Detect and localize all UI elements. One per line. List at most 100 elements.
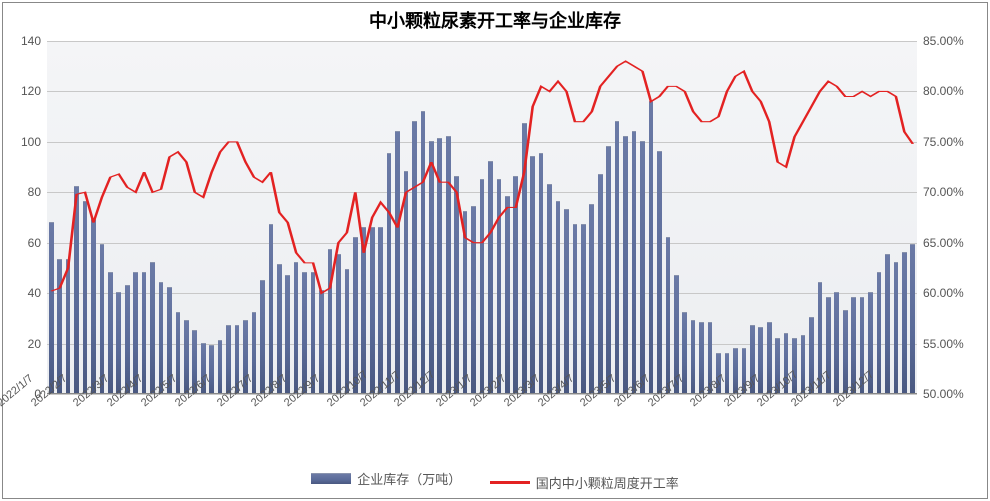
inventory-bar bbox=[226, 325, 231, 394]
inventory-bar bbox=[894, 262, 899, 394]
inventory-bar bbox=[767, 322, 772, 394]
inventory-bar bbox=[83, 201, 88, 394]
inventory-bar bbox=[547, 184, 552, 394]
inventory-bar bbox=[91, 219, 96, 394]
inventory-bar bbox=[606, 146, 611, 394]
inventory-bar bbox=[336, 254, 341, 394]
inventory-bar bbox=[328, 249, 333, 394]
chart-container: 中小颗粒尿素开工率与企业库存 020406080100120140 50.00%… bbox=[2, 2, 988, 499]
inventory-bar bbox=[539, 153, 544, 394]
inventory-bar bbox=[623, 136, 628, 394]
inventory-bar bbox=[142, 272, 147, 394]
inventory-bar bbox=[125, 285, 130, 394]
inventory-bar bbox=[429, 141, 434, 394]
y-right-tick: 55.00% bbox=[923, 337, 964, 351]
inventory-bar bbox=[66, 259, 71, 394]
inventory-bar bbox=[108, 272, 113, 394]
inventory-bar bbox=[834, 292, 839, 394]
y-right-tick: 85.00% bbox=[923, 34, 964, 48]
inventory-bar bbox=[581, 224, 586, 394]
inventory-bar bbox=[556, 201, 561, 394]
y-axis-left: 020406080100120140 bbox=[3, 41, 45, 394]
inventory-bar bbox=[353, 237, 358, 394]
y-left-tick: 140 bbox=[21, 34, 41, 48]
y-right-tick: 70.00% bbox=[923, 185, 964, 199]
line-swatch-icon bbox=[490, 481, 530, 484]
inventory-bar bbox=[902, 252, 907, 394]
inventory-bar bbox=[437, 138, 442, 394]
inventory-bar bbox=[725, 353, 730, 394]
inventory-bar bbox=[260, 280, 265, 394]
inventory-bar bbox=[497, 179, 502, 394]
chart-title: 中小颗粒尿素开工率与企业库存 bbox=[3, 7, 987, 33]
y-left-tick: 120 bbox=[21, 84, 41, 98]
inventory-bar bbox=[699, 322, 704, 394]
inventory-bar bbox=[666, 237, 671, 394]
inventory-bar bbox=[116, 292, 121, 394]
inventory-bar bbox=[522, 123, 527, 394]
inventory-bar bbox=[657, 151, 662, 394]
bars-layer bbox=[47, 41, 917, 394]
inventory-bar bbox=[49, 222, 54, 394]
inventory-bar bbox=[640, 141, 645, 394]
inventory-bar bbox=[564, 209, 569, 394]
y-left-tick: 60 bbox=[28, 236, 41, 250]
inventory-bar bbox=[513, 176, 518, 394]
inventory-bar bbox=[345, 269, 350, 394]
legend-line-label: 国内中小颗粒周度开工率 bbox=[536, 473, 679, 492]
inventory-bar bbox=[285, 275, 290, 395]
inventory-bar bbox=[471, 206, 476, 394]
inventory-bar bbox=[792, 338, 797, 394]
inventory-bar bbox=[269, 224, 274, 394]
inventory-bar bbox=[615, 121, 620, 394]
inventory-bar bbox=[691, 320, 696, 394]
inventory-bar bbox=[294, 262, 299, 394]
inventory-bar bbox=[159, 282, 164, 394]
y-right-tick: 50.00% bbox=[923, 387, 964, 401]
inventory-bar bbox=[412, 121, 417, 394]
inventory-bar bbox=[843, 310, 848, 394]
y-right-tick: 60.00% bbox=[923, 286, 964, 300]
legend: 企业库存（万吨） 国内中小颗粒周度开工率 bbox=[3, 469, 987, 492]
inventory-bar bbox=[589, 204, 594, 394]
y-right-tick: 75.00% bbox=[923, 135, 964, 149]
inventory-bar bbox=[150, 262, 155, 394]
inventory-bar bbox=[598, 174, 603, 394]
legend-item-bar: 企业库存（万吨） bbox=[311, 469, 461, 488]
inventory-bar bbox=[488, 161, 493, 394]
inventory-bar bbox=[370, 227, 375, 394]
inventory-bar bbox=[454, 176, 459, 394]
inventory-bar bbox=[404, 171, 409, 394]
inventory-bar bbox=[387, 153, 392, 394]
inventory-bar bbox=[573, 224, 578, 394]
legend-item-line: 国内中小颗粒周度开工率 bbox=[490, 473, 679, 492]
inventory-bar bbox=[877, 272, 882, 394]
inventory-bar bbox=[505, 196, 510, 394]
y-axis-right: 50.00%55.00%60.00%65.00%70.00%75.00%80.0… bbox=[919, 41, 987, 394]
inventory-bar bbox=[632, 131, 637, 394]
inventory-bar bbox=[378, 227, 383, 394]
inventory-bar bbox=[446, 136, 451, 394]
inventory-bar bbox=[463, 211, 468, 394]
inventory-bar bbox=[910, 244, 915, 394]
inventory-bar bbox=[184, 320, 189, 394]
y-left-tick: 20 bbox=[28, 337, 41, 351]
inventory-bar bbox=[218, 340, 223, 394]
legend-bar-label: 企业库存（万吨） bbox=[357, 469, 461, 488]
y-right-tick: 80.00% bbox=[923, 84, 964, 98]
bar-swatch-icon bbox=[311, 473, 351, 484]
y-left-tick: 100 bbox=[21, 135, 41, 149]
inventory-bar bbox=[421, 111, 426, 394]
inventory-bar bbox=[302, 272, 307, 394]
y-left-tick: 40 bbox=[28, 286, 41, 300]
inventory-bar bbox=[885, 254, 890, 394]
inventory-bar bbox=[395, 131, 400, 394]
y-left-tick: 80 bbox=[28, 185, 41, 199]
inventory-bar bbox=[649, 101, 654, 394]
x-axis: 2022/1/72022/2/72022/3/72022/4/72022/5/7… bbox=[47, 396, 917, 468]
inventory-bar bbox=[74, 186, 79, 394]
y-right-tick: 65.00% bbox=[923, 236, 964, 250]
inventory-bar bbox=[530, 156, 535, 394]
plot-area bbox=[47, 41, 917, 394]
inventory-bar bbox=[480, 179, 485, 394]
